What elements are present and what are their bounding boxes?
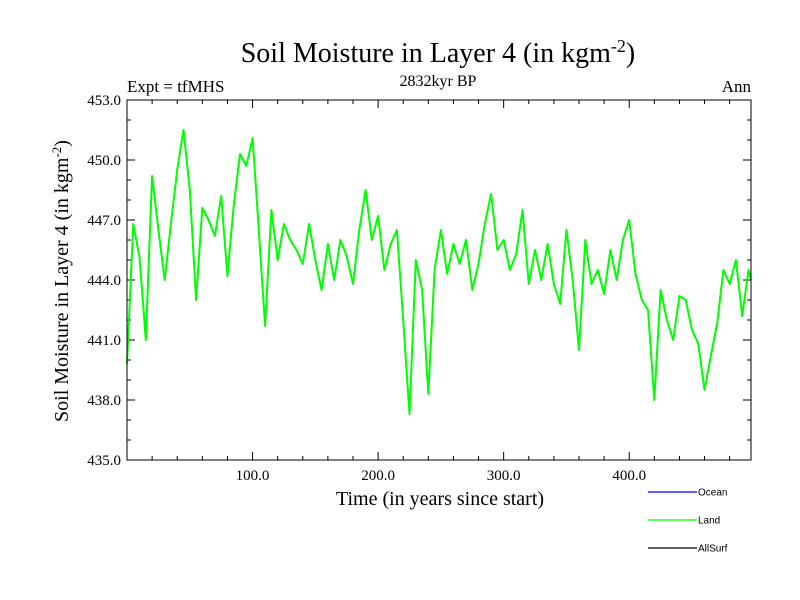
y-tick-label: 444.0 — [87, 273, 121, 289]
x-tick-label: 100.0 — [236, 468, 270, 484]
y-tick-label: 453.0 — [87, 93, 121, 109]
experiment-label: Expt = tfMHS — [127, 77, 224, 96]
y-tick-label: 447.0 — [87, 213, 121, 229]
season-label: Ann — [722, 77, 752, 96]
legend: Ocean Land AllSurf — [648, 488, 728, 555]
chart-title: Soil Moisture in Layer 4 (in kgm-2) — [241, 36, 636, 69]
x-tick-label: 300.0 — [487, 468, 521, 484]
legend-label-ocean: Ocean — [698, 488, 727, 499]
x-axis-title: Time (in years since start) — [336, 488, 544, 510]
chart-subtitle: 2832kyr BP — [400, 73, 477, 90]
y-tick-label: 435.0 — [87, 453, 121, 469]
series-layer — [126, 129, 752, 415]
y-tick-label: 438.0 — [87, 393, 121, 409]
y-axis-title: Soil Moisture in Layer 4 (in kgm-2) — [49, 140, 74, 422]
series-line-land — [126, 129, 752, 415]
x-tick-label: 400.0 — [612, 468, 646, 484]
legend-label-allsurf: AllSurf — [698, 544, 728, 555]
axis-ticks: 435.0 438.0 441.0 444.0 447.0 450.0 453.0 100.0… — [87, 93, 751, 484]
plot-frame — [126, 99, 752, 461]
y-tick-label: 441.0 — [87, 333, 121, 349]
legend-label-land: Land — [698, 516, 720, 527]
x-tick-label: 200.0 — [361, 468, 395, 484]
y-tick-label: 450.0 — [87, 153, 121, 169]
